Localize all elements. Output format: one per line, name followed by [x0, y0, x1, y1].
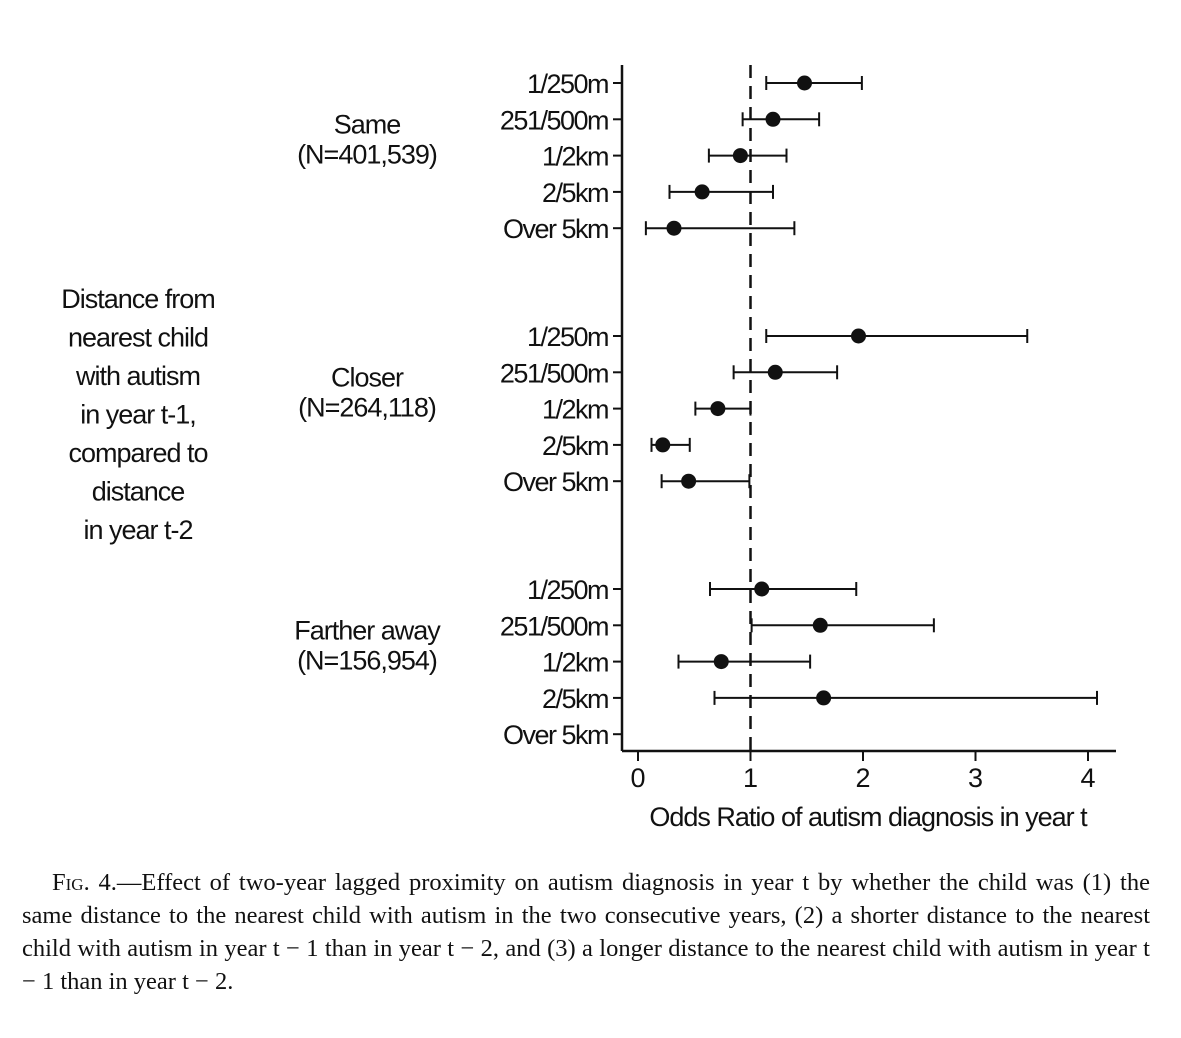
x-tick-label: 1 [743, 763, 758, 793]
y-tick-label: 2/5km [542, 684, 608, 714]
y-tick-label: 1/2km [542, 142, 608, 172]
y-tick-label: 251/500m [500, 611, 608, 641]
odds-ratio-point [765, 111, 781, 127]
y-tick-label: Over 5km [503, 467, 608, 497]
forest-plot-figure: Distance from nearest child with autism in … [61, 65, 1116, 832]
odds-ratio-point [710, 401, 726, 417]
caption-text: —Effect of two-year lagged proximity on … [22, 869, 1150, 995]
y-tick-label: 1/250m [527, 322, 608, 352]
odds-ratio-point [816, 690, 832, 706]
odds-ratio-point [797, 75, 812, 91]
x-tick-label: 4 [1080, 763, 1095, 793]
odds-ratio-point [666, 220, 682, 236]
odds-ratio-point [812, 617, 828, 633]
odds-ratio-point [767, 364, 783, 380]
odds-ratio-point [713, 654, 729, 670]
odds-ratio-point [851, 328, 866, 344]
y-tick-label: 2/5km [542, 431, 608, 461]
odds-ratio-point [732, 148, 748, 164]
odds-ratio-point [754, 581, 770, 597]
group-label: Same (N=401,539) [297, 110, 437, 170]
x-tick-label: 2 [855, 763, 870, 793]
y-tick-label: 1/250m [527, 69, 608, 99]
x-axis-title: Odds Ratio of autism diagnosis in year t [649, 802, 1088, 832]
row-labels: 1/250m 251/500m 1/2km 2/5km Over 5km 1/250m 25… [500, 69, 610, 750]
side-label-text: Distance from nearest child with autism in … [61, 284, 215, 545]
y-tick-label: 251/500m [500, 105, 608, 135]
y-tick-label: Over 5km [503, 214, 608, 244]
estimates [644, 75, 1098, 706]
y-tick-label: Over 5km [503, 720, 608, 750]
side-label: Distance from nearest child with autism in … [61, 284, 216, 545]
y-tick-label: 1/2km [542, 395, 608, 425]
x-tick-label: 0 [630, 763, 645, 793]
y-tick-label: 1/2km [542, 648, 608, 678]
y-tick-label: 1/250m [527, 575, 608, 605]
figure-caption: Fig. 4.—Effect of two-year lagged proxim… [22, 866, 1150, 998]
odds-ratio-point [655, 437, 671, 453]
odds-ratio-point [694, 184, 710, 200]
forest-plot: Distance from nearest child with autism in … [61, 65, 1116, 832]
x-tick-label: 3 [968, 763, 983, 793]
y-tick-label: 2/5km [542, 178, 608, 208]
axes: 0 1 2 3 4 [613, 65, 1116, 793]
y-tick-label: 251/500m [500, 358, 608, 388]
group-label: Closer (N=264,118) [298, 363, 436, 423]
group-label: Farther away (N=156,954) [294, 616, 441, 676]
group-labels: Same (N=401,539) Closer (N=264,118) Farther … [294, 110, 442, 676]
figure-number: Fig. 4. [52, 869, 117, 896]
odds-ratio-point [681, 473, 697, 489]
